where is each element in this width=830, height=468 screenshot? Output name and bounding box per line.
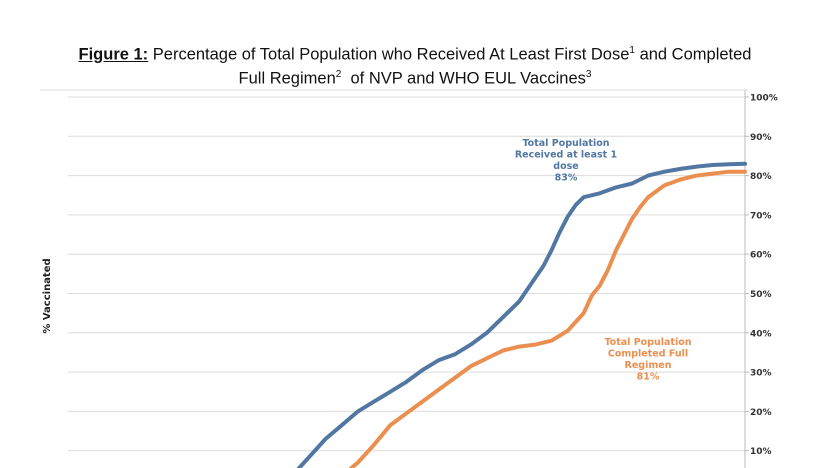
y-tick-label: 10%	[750, 447, 772, 457]
annotation-line: Total Population	[604, 337, 691, 348]
y-tick-label: 30%	[750, 369, 772, 379]
annotation-line: 83%	[555, 173, 578, 184]
series-lines	[296, 161, 747, 468]
y-tick-label: 40%	[750, 329, 772, 339]
y-tick-label: 20%	[750, 408, 772, 418]
y-tick-label: 90%	[750, 133, 772, 143]
y-axis-ticks: 10% 20% 30% 40% 50% 60% 70% 80% 90% 100%	[745, 94, 778, 457]
y-tick-label: 50%	[750, 290, 772, 300]
grid-lines	[40, 89, 748, 452]
title-text-1: Percentage of Total Population who Recei…	[148, 45, 630, 64]
y-axis-label: % Vaccinated	[42, 258, 53, 333]
chart-title-line-1: Figure 1: Percentage of Total Population…	[0, 41, 830, 65]
annotation-line: dose	[553, 161, 578, 172]
footnote-1: 1	[629, 45, 635, 56]
annotation-line: Completed Full	[608, 349, 688, 360]
title-text-3: Full Regimen	[238, 69, 336, 87]
annotation-line: Received at least 1	[515, 150, 617, 161]
footnote-2: 2	[335, 68, 342, 80]
chart-title-line-2: Full Regimen2 of NVP and WHO EUL Vaccine…	[0, 65, 830, 89]
series-line-full-regimen	[348, 169, 747, 468]
annotation-line: Total Population	[522, 138, 609, 149]
title-text-2: and Completed	[634, 45, 752, 64]
series-line-first-dose	[296, 161, 747, 468]
figure-label: Figure 1:	[78, 45, 149, 64]
footnote-3: 3	[585, 68, 592, 80]
title-text-4: of NVP and WHO EUL Vaccines	[341, 69, 586, 87]
y-tick-label: 70%	[750, 211, 772, 221]
y-tick-label: 80%	[750, 172, 772, 182]
y-tick-label: 100%	[750, 94, 778, 104]
chart-title: Figure 1: Percentage of Total Population…	[0, 41, 830, 88]
annotation-line: Regimen	[625, 360, 672, 371]
y-tick-label: 60%	[750, 251, 772, 261]
annotation-line: 81%	[637, 372, 660, 383]
